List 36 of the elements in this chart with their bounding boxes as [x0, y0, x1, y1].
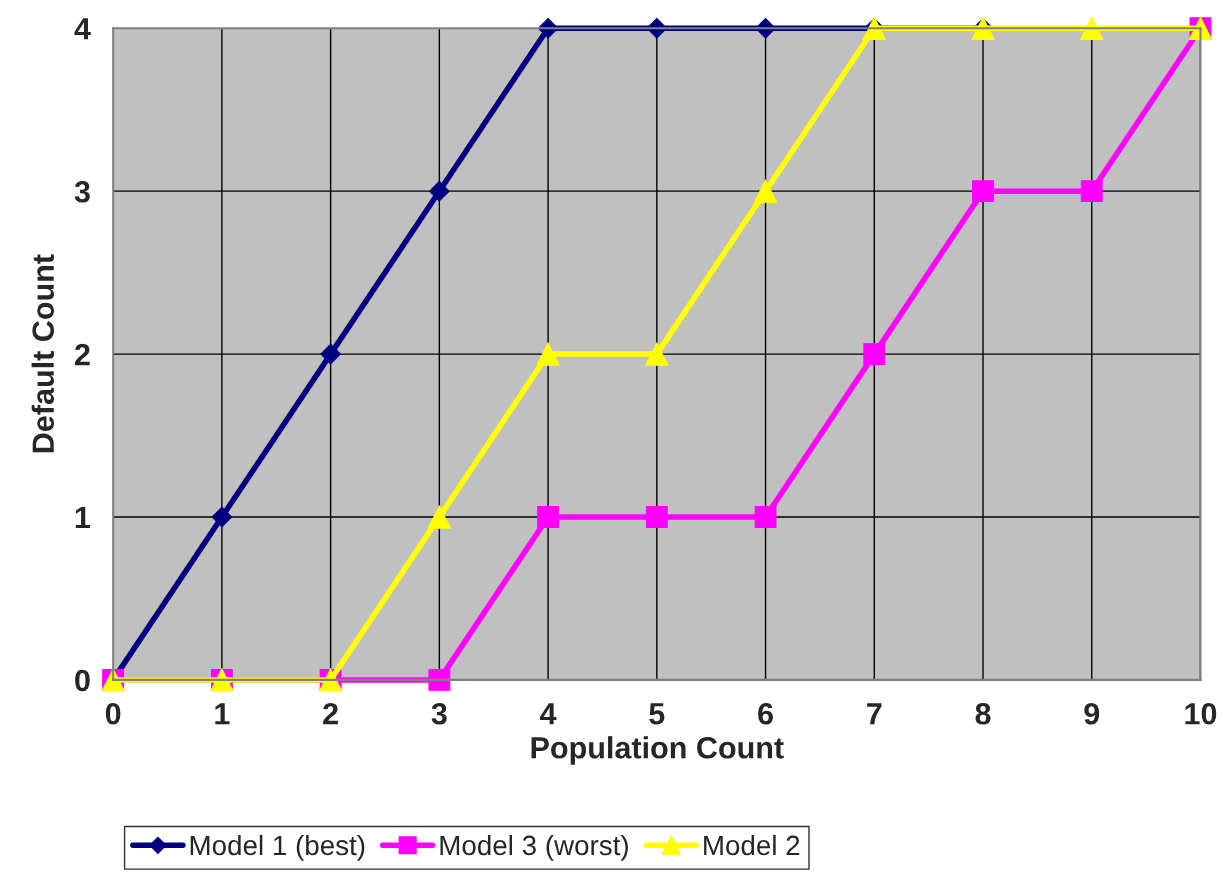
x-tick-label: 5 [649, 703, 665, 725]
point [320, 343, 341, 365]
x-tick-label: 10 [1185, 702, 1217, 725]
point [536, 342, 560, 366]
point [211, 506, 233, 528]
y-tick-label: 2 [75, 343, 90, 366]
point [1080, 16, 1104, 40]
y-axis-title: Default Count [31, 254, 55, 453]
point [427, 505, 451, 529]
x-tick-label: 0 [105, 702, 121, 725]
point [754, 506, 777, 528]
x-tick-label: 7 [867, 703, 882, 725]
x-tick-label: 8 [975, 702, 991, 725]
point [428, 668, 451, 691]
point [972, 180, 994, 203]
x-tick-label: 6 [758, 702, 773, 725]
point [429, 180, 450, 202]
x-tick-label: 3 [431, 702, 447, 725]
x-tick-label: 1 [215, 703, 230, 725]
x-tick-label: 4 [540, 703, 557, 725]
point [645, 506, 668, 528]
x-tick-label: 9 [1084, 702, 1100, 725]
point [863, 343, 886, 366]
y-tick-label: 4 [74, 18, 91, 40]
legend-label: Model 2 [704, 834, 800, 856]
x-axis-title: Population Count [531, 736, 784, 765]
point [537, 506, 560, 528]
y-tick-label: 3 [74, 180, 90, 203]
x-tick-label: 2 [323, 702, 338, 725]
legend-label: Model 1 (best) [190, 834, 365, 861]
point [753, 179, 778, 203]
point [645, 342, 669, 366]
point [1080, 180, 1103, 203]
y-tick-label: 0 [75, 669, 90, 692]
legend-label: Model 3 (worst) [440, 834, 628, 861]
y-tick-label: 1 [75, 507, 91, 529]
